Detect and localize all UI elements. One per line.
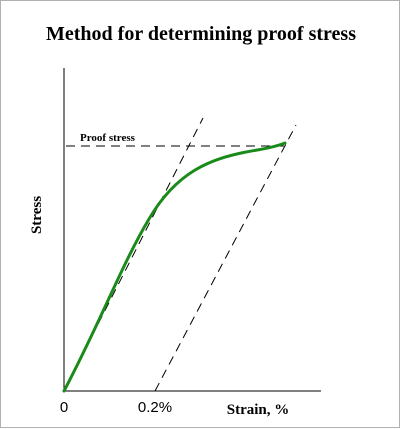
y-axis-label: Stress bbox=[29, 196, 45, 234]
offset-line bbox=[154, 124, 297, 392]
figure-title: Method for determining proof stress bbox=[46, 23, 356, 45]
x-axis-label: Strain, % bbox=[227, 402, 290, 418]
x-tick-label-offset: 0.2% bbox=[138, 399, 172, 416]
x-tick-label-0: 0 bbox=[60, 399, 68, 416]
proof-stress-label: Proof stress bbox=[80, 132, 136, 144]
stress-strain-curve bbox=[62, 141, 287, 393]
